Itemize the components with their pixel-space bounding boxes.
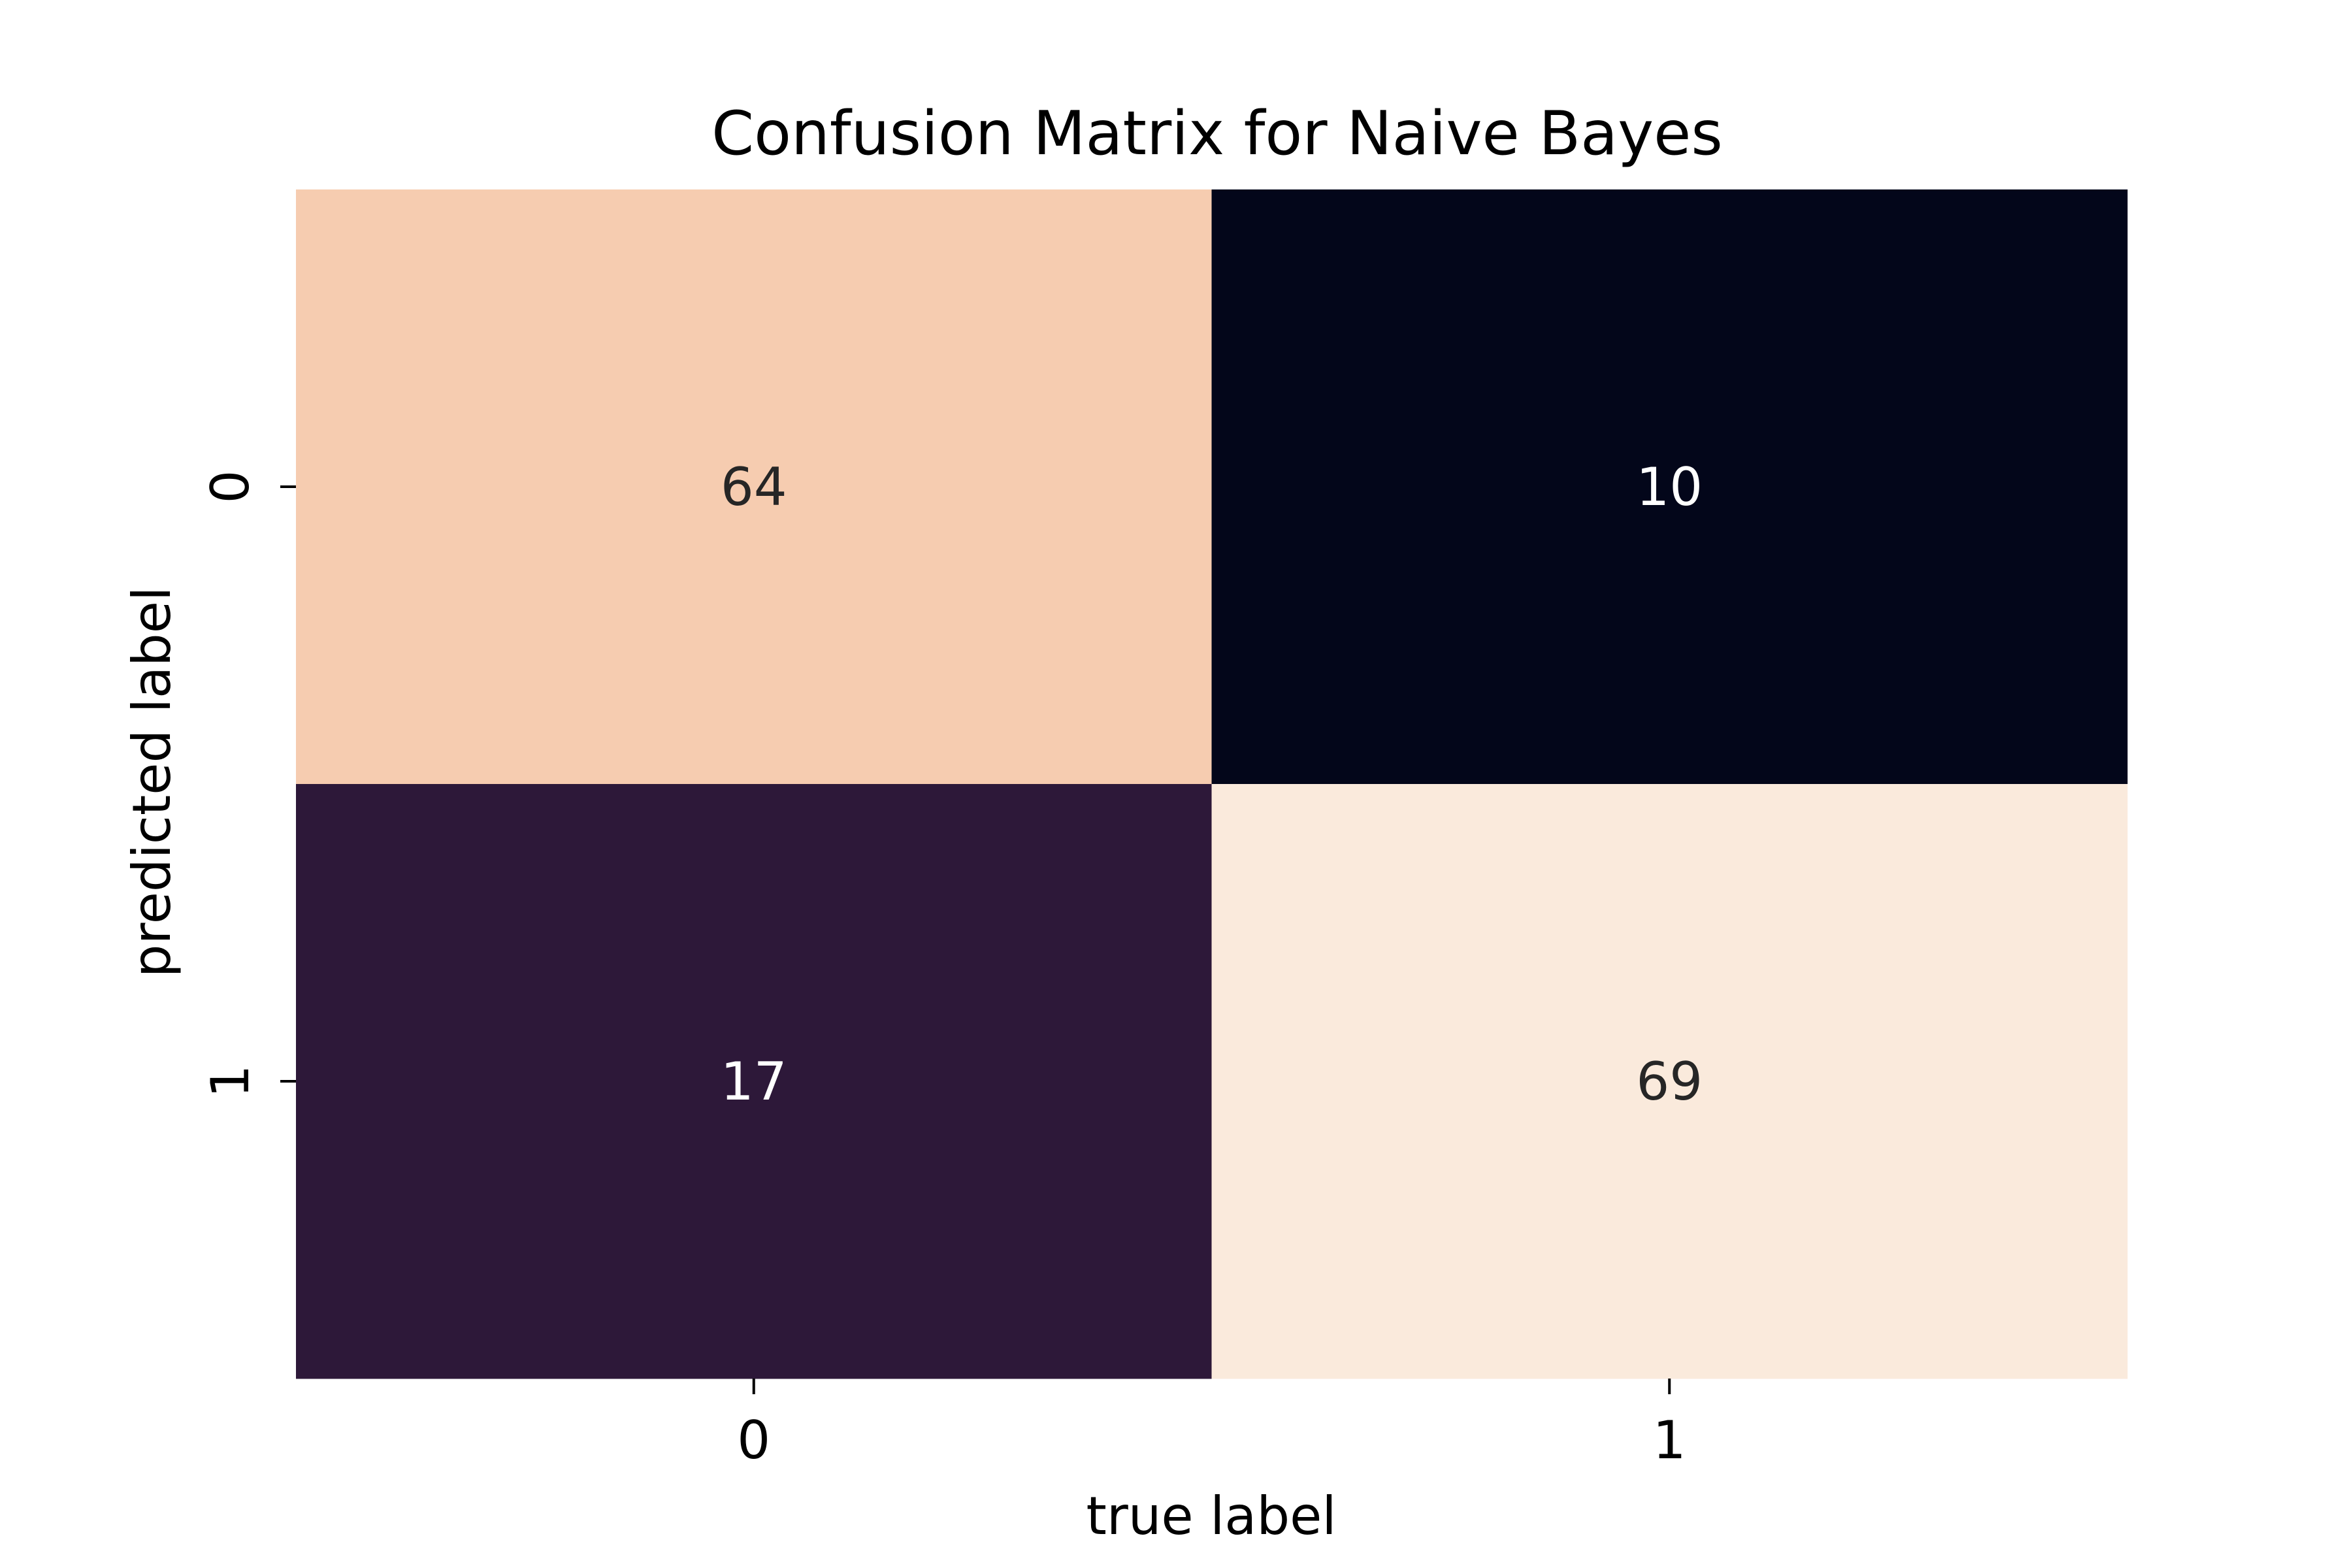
x-tick-label-1: 1 — [1653, 1410, 1686, 1471]
cell-value-label-r1-c1: 69 — [1636, 1051, 1703, 1112]
heatmap-cell-r0-c0 — [296, 189, 1212, 785]
chart-title: Confusion Matrix for Naive Bayes — [711, 98, 1723, 169]
heatmap-cell-labels: 64 10 17 69 — [721, 457, 1703, 1112]
y-axis-ticks: 01 — [200, 470, 296, 1098]
heatmap-cell-r0-c1 — [1211, 189, 2128, 785]
cell-value-label-r1-c0: 17 — [721, 1051, 787, 1112]
cell-value-label-r0-c1: 10 — [1636, 457, 1703, 517]
heatmap-cells — [296, 189, 2128, 1379]
heatmap-cell-r1-c0 — [296, 784, 1212, 1379]
y-axis-label: predicted label — [122, 587, 182, 977]
y-tick-label-1: 1 — [200, 1065, 261, 1098]
y-tick-label-0: 0 — [200, 470, 261, 504]
x-tick-label-0: 0 — [737, 1410, 770, 1471]
heatmap-cell-r1-c1 — [1211, 784, 2128, 1379]
y-axis: 01 predicted label — [122, 470, 296, 1098]
x-axis-label: true label — [1086, 1486, 1336, 1546]
cell-value-label-r0-c0: 64 — [721, 457, 787, 517]
heatmap-plot-area: 64 10 17 69 — [296, 189, 2128, 1379]
